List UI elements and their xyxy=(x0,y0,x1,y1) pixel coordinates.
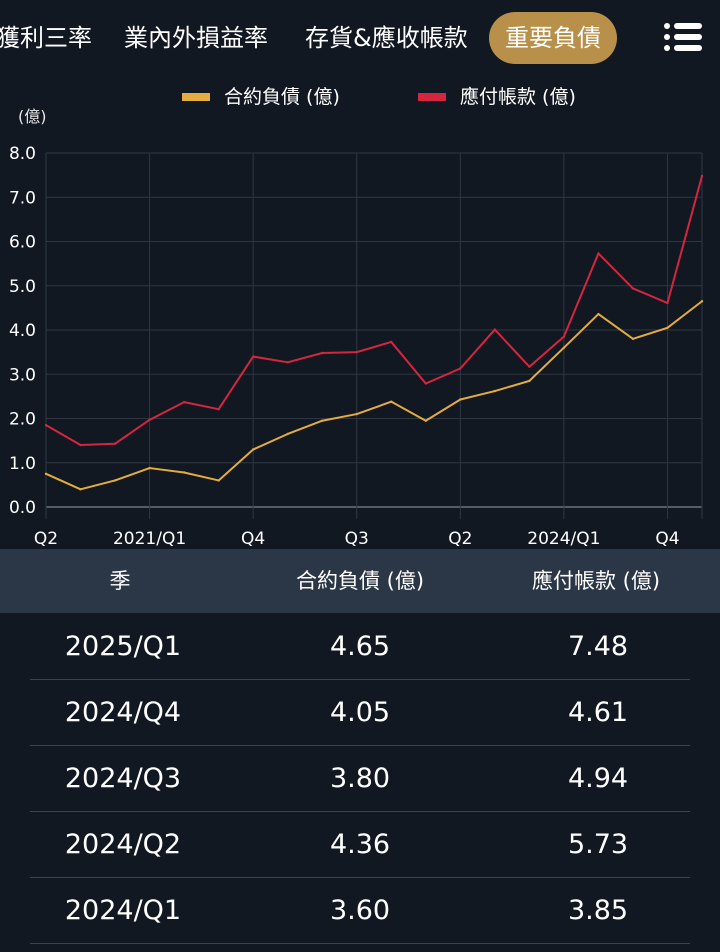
legend-swatch-payable xyxy=(418,93,446,101)
data-point xyxy=(286,361,289,364)
data-point xyxy=(217,408,220,411)
data-point xyxy=(79,488,82,491)
data-point xyxy=(424,419,427,422)
data-point xyxy=(44,423,48,427)
tab-inventory-receivables[interactable]: 存貨&應收帳款 xyxy=(305,24,468,52)
cell-accounts-payable: 4.61 xyxy=(567,697,629,728)
y-axis-ticks: 0.0 1.0 2.0 3.0 4.0 5.0 6.0 7.0 8.0 xyxy=(9,144,36,518)
liabilities-line-chart: 0.01.02.03.04.05.06.07.08.0 Q2 2021/Q1 Q4 Q… xyxy=(9,144,704,549)
data-point xyxy=(424,382,427,385)
cell-contract-liabilities: 3.60 xyxy=(329,895,391,926)
x-tick-label: 2024/Q1 xyxy=(527,529,600,549)
legend-label-payable: 應付帳款 (億) xyxy=(460,86,576,108)
y-tick-label: 0.0 xyxy=(9,498,36,518)
cell-accounts-payable: 5.73 xyxy=(567,829,629,860)
x-tick-label: Q4 xyxy=(655,529,679,549)
x-tick-label: Q3 xyxy=(345,529,369,549)
data-point xyxy=(44,472,48,476)
table-row: 2024/Q3 3.80 4.94 xyxy=(30,746,690,812)
data-point xyxy=(493,328,497,331)
data-point xyxy=(148,466,151,470)
y-tick-label: 7.0 xyxy=(9,188,36,208)
data-point xyxy=(182,471,186,474)
y-axis-unit-label: (億) xyxy=(18,107,47,126)
cell-contract-liabilities: 3.80 xyxy=(329,763,391,794)
cell-quarter: 2024/Q1 xyxy=(64,895,182,926)
data-point xyxy=(321,351,324,355)
cell-quarter: 2024/Q2 xyxy=(64,829,182,860)
y-tick-label: 8.0 xyxy=(9,144,36,164)
legend-swatch-contract xyxy=(182,93,210,101)
data-point xyxy=(528,365,531,368)
data-point xyxy=(321,419,324,422)
column-header-quarter: 季 xyxy=(109,569,131,593)
chart-grid xyxy=(45,152,703,519)
series-line-accounts-payable xyxy=(45,175,703,447)
data-point xyxy=(113,479,117,482)
data-point xyxy=(459,367,462,370)
cell-quarter: 2024/Q3 xyxy=(64,763,182,794)
table-row: 2024/Q1 3.60 3.85 xyxy=(30,878,690,944)
data-point xyxy=(493,389,497,393)
cell-contract-liabilities: 4.05 xyxy=(329,697,391,728)
data-point xyxy=(597,312,600,316)
cell-contract-liabilities: 4.65 xyxy=(329,631,391,662)
data-point xyxy=(79,443,82,447)
x-tick-label: 2021/Q1 xyxy=(113,529,186,549)
cell-quarter: 2025/Q1 xyxy=(64,631,182,662)
cell-contract-liabilities: 4.36 xyxy=(329,829,391,860)
tab-key-liabilities[interactable]: 重要負債 xyxy=(489,12,617,64)
y-tick-label: 4.0 xyxy=(9,321,36,341)
table-row: 2025/Q1 4.65 7.48 xyxy=(30,614,690,680)
y-tick-label: 3.0 xyxy=(9,365,36,385)
tab-non-operating-ratio[interactable]: 業內外損益率 xyxy=(124,24,268,52)
chart-series xyxy=(44,174,704,491)
cell-accounts-payable: 4.94 xyxy=(567,763,629,794)
legend-label-contract: 合約負債 (億) xyxy=(224,86,340,108)
metric-tab-bar: 獲利三率 業內外損益率 存貨&應收帳款 重要負債 xyxy=(0,0,720,76)
series-line-contract-liabilities xyxy=(45,300,703,491)
y-tick-label: 1.0 xyxy=(9,454,36,474)
data-point xyxy=(148,418,151,422)
column-header-accounts-payable: 應付帳款 (億) xyxy=(531,569,661,593)
data-point xyxy=(528,379,531,383)
y-tick-label: 5.0 xyxy=(9,277,36,297)
chart-legend: 合約負債 (億) 應付帳款 (億) xyxy=(0,82,720,112)
data-point xyxy=(251,448,255,451)
data-point xyxy=(217,479,220,482)
data-point xyxy=(390,340,393,344)
data-point xyxy=(597,252,600,255)
list-menu-icon[interactable] xyxy=(664,22,702,52)
data-point xyxy=(182,400,186,404)
data-point xyxy=(631,287,635,290)
y-tick-label: 2.0 xyxy=(9,410,36,430)
cell-accounts-payable: 3.85 xyxy=(567,895,629,926)
column-header-contract-liabilities: 合約負債 (億) xyxy=(295,569,425,593)
x-axis-ticks: Q2 2021/Q1 Q4 Q3 Q2 2024/Q1 Q4 xyxy=(34,529,680,549)
data-point xyxy=(666,301,669,305)
data-point xyxy=(562,346,566,349)
y-tick-label: 6.0 xyxy=(9,233,36,253)
x-tick-label: Q2 xyxy=(448,529,472,549)
tab-profit-margins[interactable]: 獲利三率 xyxy=(0,24,92,52)
data-point xyxy=(459,398,462,401)
data-point xyxy=(631,337,635,341)
data-point xyxy=(355,412,358,416)
data-point xyxy=(251,355,255,358)
data-point xyxy=(286,432,289,436)
cell-quarter: 2024/Q4 xyxy=(64,697,182,728)
table-row: 2024/Q4 4.05 4.61 xyxy=(30,680,690,746)
cell-accounts-payable: 7.48 xyxy=(567,631,629,662)
data-point xyxy=(355,350,358,354)
data-point xyxy=(700,174,704,178)
data-point xyxy=(700,300,704,303)
x-tick-label: Q4 xyxy=(241,529,265,549)
data-point xyxy=(666,326,669,329)
data-point xyxy=(390,400,393,403)
data-point xyxy=(113,442,117,445)
table-header: 季 合約負債 (億) 應付帳款 (億) xyxy=(0,549,720,613)
table-row: 2024/Q2 4.36 5.73 xyxy=(30,812,690,878)
x-tick-label: Q2 xyxy=(34,529,58,549)
data-point xyxy=(562,335,566,338)
